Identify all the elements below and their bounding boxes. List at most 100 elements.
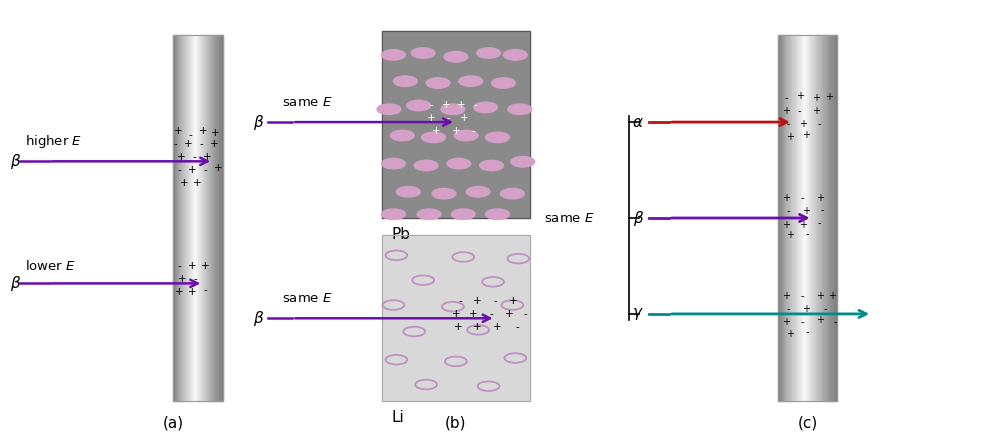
Text: +: + [816, 194, 824, 203]
Text: +: + [826, 92, 833, 102]
Bar [835, 35, 836, 401]
Circle shape [426, 78, 450, 88]
Bar [830, 35, 831, 401]
Circle shape [492, 78, 515, 88]
Text: -: - [474, 100, 478, 109]
Circle shape [382, 209, 405, 219]
Text: -: - [192, 152, 196, 162]
Text: +: + [782, 220, 790, 229]
Bar [382, 31, 530, 218]
Text: same $E$: same $E$ [544, 211, 595, 225]
Bar [219, 35, 220, 401]
Bar [209, 35, 210, 401]
Text: +: + [180, 178, 188, 188]
Bar [794, 35, 795, 401]
Bar [176, 35, 177, 401]
Text: +: + [802, 207, 810, 216]
Bar [802, 35, 803, 401]
Text: +: + [474, 322, 482, 332]
Bar [187, 35, 188, 401]
Text: +: + [454, 322, 462, 332]
Text: -: - [515, 322, 519, 332]
Text: +: + [188, 261, 196, 271]
Text: +: + [178, 274, 186, 284]
Bar [175, 35, 176, 401]
Bar [189, 35, 190, 401]
Bar [208, 35, 209, 401]
Bar [831, 35, 832, 401]
Bar [201, 35, 202, 401]
Text: +: + [175, 287, 183, 297]
Bar [216, 35, 217, 401]
Text: -: - [177, 165, 181, 175]
Bar [196, 35, 197, 401]
Bar [791, 35, 792, 401]
Bar [778, 35, 779, 401]
Text: +: + [184, 139, 192, 149]
Text: -: - [193, 274, 197, 284]
Circle shape [511, 157, 535, 167]
Text: -: - [494, 296, 497, 306]
Bar [218, 35, 219, 401]
Circle shape [378, 104, 400, 115]
Text: -: - [818, 119, 822, 129]
Circle shape [508, 104, 532, 115]
Bar [222, 35, 223, 401]
Text: +: + [211, 128, 219, 138]
Bar [182, 35, 183, 401]
Text: $\gamma$: $\gamma$ [632, 306, 644, 322]
Text: Li: Li [391, 410, 404, 425]
Bar [801, 35, 802, 401]
Text: +: + [782, 317, 790, 327]
Bar [824, 35, 825, 401]
Text: +: + [432, 126, 440, 136]
Bar [211, 35, 212, 401]
Bar [220, 35, 221, 401]
Text: Pb: Pb [391, 227, 410, 242]
Text: +: + [786, 231, 794, 240]
Text: -: - [824, 305, 827, 314]
Bar [199, 35, 200, 401]
Text: +: + [210, 139, 218, 149]
Bar [185, 35, 186, 401]
Bar [191, 35, 192, 401]
Text: -: - [801, 291, 805, 300]
Bar [173, 35, 174, 401]
Bar [812, 35, 813, 401]
Bar [804, 35, 806, 401]
Circle shape [447, 158, 471, 169]
Bar [178, 35, 179, 401]
Circle shape [422, 132, 446, 143]
Text: -: - [203, 165, 207, 175]
Text: -: - [786, 207, 790, 216]
Text: +: + [799, 119, 807, 129]
Circle shape [452, 209, 476, 219]
Bar [785, 35, 786, 401]
Text: +: + [782, 106, 790, 116]
Text: +: + [494, 322, 501, 332]
Text: +: + [199, 126, 207, 136]
Text: +: + [782, 292, 790, 301]
Text: -: - [798, 106, 802, 116]
Bar [190, 35, 191, 401]
Text: +: + [470, 309, 478, 319]
Text: +: + [460, 113, 468, 123]
Bar [780, 35, 782, 401]
Bar [202, 35, 203, 401]
Text: +: + [505, 309, 513, 319]
Bar [200, 35, 201, 401]
Text: -: - [173, 139, 177, 149]
Bar [210, 35, 211, 401]
Bar [836, 35, 837, 401]
Text: $\alpha$: $\alpha$ [632, 115, 644, 129]
Circle shape [503, 50, 527, 60]
Bar [818, 35, 819, 401]
Text: +: + [177, 152, 185, 162]
Text: -: - [472, 126, 476, 136]
Bar [195, 35, 196, 401]
Bar [212, 35, 213, 401]
Text: $\beta$: $\beta$ [10, 152, 21, 171]
Text: -: - [801, 194, 805, 203]
Bar [803, 35, 804, 401]
Bar [826, 35, 827, 401]
